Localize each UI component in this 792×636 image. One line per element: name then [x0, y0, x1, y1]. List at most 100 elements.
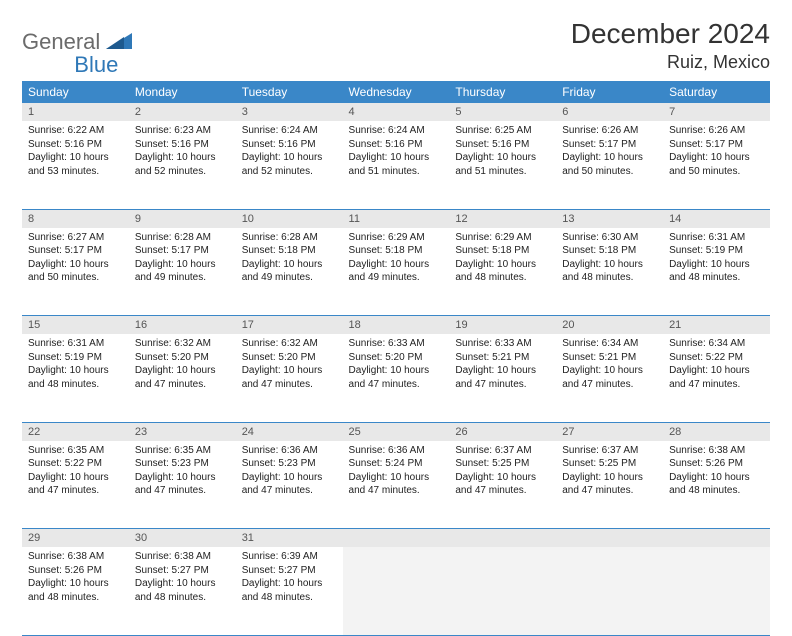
daylight-line: Daylight: 10 hours and 50 minutes.	[28, 258, 123, 285]
sunrise-line: Sunrise: 6:29 AM	[349, 231, 444, 245]
sunset-line: Sunset: 5:18 PM	[562, 244, 657, 258]
day-number: 3	[236, 103, 343, 121]
day-cell-body: Sunrise: 6:35 AMSunset: 5:22 PMDaylight:…	[22, 441, 129, 504]
day-cell-body: Sunrise: 6:28 AMSunset: 5:17 PMDaylight:…	[129, 228, 236, 291]
day-cell-body: Sunrise: 6:26 AMSunset: 5:17 PMDaylight:…	[663, 121, 770, 184]
day-cell: Sunrise: 6:22 AMSunset: 5:16 PMDaylight:…	[22, 121, 129, 209]
sunset-line: Sunset: 5:17 PM	[28, 244, 123, 258]
day-cell-body: Sunrise: 6:33 AMSunset: 5:21 PMDaylight:…	[449, 334, 556, 397]
sunset-line: Sunset: 5:20 PM	[242, 351, 337, 365]
day-cell-body: Sunrise: 6:38 AMSunset: 5:26 PMDaylight:…	[663, 441, 770, 504]
calendar-table: Sunday Monday Tuesday Wednesday Thursday…	[22, 81, 770, 636]
day-cell-body: Sunrise: 6:26 AMSunset: 5:17 PMDaylight:…	[556, 121, 663, 184]
week-row: Sunrise: 6:31 AMSunset: 5:19 PM Daylight:…	[22, 334, 770, 422]
weekday-header-row: Sunday Monday Tuesday Wednesday Thursday…	[22, 81, 770, 103]
daylight-line: Daylight: 10 hours and 52 minutes.	[242, 151, 337, 178]
sunset-line: Sunset: 5:24 PM	[349, 457, 444, 471]
day-cell: Sunrise: 6:36 AMSunset: 5:24 PMDaylight:…	[343, 441, 450, 529]
daylight-line: Daylight: 10 hours and 52 minutes.	[135, 151, 230, 178]
daylight-line: Daylight: 10 hours and 47 minutes.	[455, 364, 550, 391]
day-cell: Sunrise: 6:36 AMSunset: 5:23 PMDaylight:…	[236, 441, 343, 529]
day-cell: Sunrise: 6:24 AMSunset: 5:16 PMDaylight:…	[236, 121, 343, 209]
day-number	[663, 529, 770, 548]
sunrise-line: Sunrise: 6:22 AM	[28, 124, 123, 138]
daylight-line: Daylight: 10 hours and 47 minutes.	[242, 364, 337, 391]
day-cell	[343, 547, 450, 635]
daylight-line: Daylight: 10 hours and 50 minutes.	[669, 151, 764, 178]
sunrise-line: Sunrise: 6:33 AM	[349, 337, 444, 351]
weekday-header: Wednesday	[343, 81, 450, 103]
day-cell: Sunrise: 6:38 AMSunset: 5:27 PMDaylight:…	[129, 547, 236, 635]
day-cell: Sunrise: 6:24 AMSunset: 5:16 PMDaylight:…	[343, 121, 450, 209]
sunrise-line: Sunrise: 6:24 AM	[242, 124, 337, 138]
weekday-header: Sunday	[22, 81, 129, 103]
sunrise-line: Sunrise: 6:24 AM	[349, 124, 444, 138]
weekday-header: Tuesday	[236, 81, 343, 103]
daylight-line: Daylight: 10 hours and 47 minutes.	[562, 471, 657, 498]
sunrise-line: Sunrise: 6:38 AM	[135, 550, 230, 564]
day-number: 13	[556, 209, 663, 228]
daylight-line: Daylight: 10 hours and 48 minutes.	[135, 577, 230, 604]
day-cell: Sunrise: 6:28 AMSunset: 5:18 PMDaylight:…	[236, 228, 343, 316]
daylight-line: Daylight: 10 hours and 49 minutes.	[242, 258, 337, 285]
day-cell-body: Sunrise: 6:33 AMSunset: 5:20 PMDaylight:…	[343, 334, 450, 397]
sunrise-line: Sunrise: 6:39 AM	[242, 550, 337, 564]
sunrise-line: Sunrise: 6:31 AM	[669, 231, 764, 245]
day-cell-body: Sunrise: 6:31 AMSunset: 5:19 PMDaylight:…	[22, 334, 129, 397]
sunset-line: Sunset: 5:16 PM	[455, 138, 550, 152]
day-cell	[556, 547, 663, 635]
day-cell: Sunrise: 6:32 AMSunset: 5:20 PMDaylight:…	[129, 334, 236, 422]
day-cell: Sunrise: 6:33 AMSunset: 5:20 PMDaylight:…	[343, 334, 450, 422]
day-cell: Sunrise: 6:31 AMSunset: 5:19 PMDaylight:…	[663, 228, 770, 316]
daylight-line: Daylight: 10 hours and 49 minutes.	[349, 258, 444, 285]
day-number: 11	[343, 209, 450, 228]
day-number-row: 293031	[22, 529, 770, 548]
week-row: Sunrise: 6:38 AMSunset: 5:26 PMDaylight:…	[22, 547, 770, 635]
sunrise-line: Sunrise: 6:35 AM	[28, 444, 123, 458]
day-cell: Sunrise: 6:26 AMSunset: 5:17 PMDaylight:…	[556, 121, 663, 209]
daylight-line: Daylight: 10 hours and 47 minutes.	[28, 471, 123, 498]
logo: General Blue	[22, 18, 118, 66]
day-number: 7	[663, 103, 770, 121]
day-number: 21	[663, 316, 770, 335]
day-cell: Sunrise: 6:28 AMSunset: 5:17 PMDaylight:…	[129, 228, 236, 316]
day-cell: Sunrise: 6:33 AMSunset: 5:21 PMDaylight:…	[449, 334, 556, 422]
sunset-line: Sunset: 5:22 PM	[669, 351, 764, 365]
day-cell-body: Sunrise: 6:30 AMSunset: 5:18 PMDaylight:…	[556, 228, 663, 291]
day-number: 8	[22, 209, 129, 228]
day-cell-body: Sunrise: 6:25 AMSunset: 5:16 PMDaylight:…	[449, 121, 556, 184]
day-number: 12	[449, 209, 556, 228]
day-number: 27	[556, 422, 663, 441]
day-cell: Sunrise: 6:27 AMSunset: 5:17 PMDaylight:…	[22, 228, 129, 316]
day-cell: Sunrise: 6:37 AMSunset: 5:25 PMDaylight:…	[449, 441, 556, 529]
daylight-line: Daylight: 10 hours and 50 minutes.	[562, 151, 657, 178]
day-cell-body: Sunrise: 6:35 AMSunset: 5:23 PMDaylight:…	[129, 441, 236, 504]
day-cell-body: Sunrise: 6:24 AMSunset: 5:16 PMDaylight:…	[236, 121, 343, 184]
day-cell: Sunrise: 6:30 AMSunset: 5:18 PMDaylight:…	[556, 228, 663, 316]
daylight-line: Daylight: 10 hours and 48 minutes.	[455, 258, 550, 285]
day-cell-body: Sunrise: 6:31 AMSunset: 5:19 PMDaylight:…	[663, 228, 770, 291]
day-number: 16	[129, 316, 236, 335]
sunset-line: Sunset: 5:21 PM	[455, 351, 550, 365]
sunrise-line: Sunrise: 6:25 AM	[455, 124, 550, 138]
sunset-line: Sunset: 5:16 PM	[349, 138, 444, 152]
sunset-line: Sunset: 5:25 PM	[455, 457, 550, 471]
day-number: 20	[556, 316, 663, 335]
sunrise-line: Sunrise: 6:36 AM	[242, 444, 337, 458]
day-number: 5	[449, 103, 556, 121]
day-cell: Sunrise: 6:35 AMSunset: 5:22 PMDaylight:…	[22, 441, 129, 529]
day-cell-body: Sunrise: 6:32 AMSunset: 5:20 PMDaylight:…	[129, 334, 236, 397]
month-title: December 2024	[571, 18, 770, 50]
sunset-line: Sunset: 5:19 PM	[28, 351, 123, 365]
day-cell: Sunrise: 6:25 AMSunset: 5:16 PMDaylight:…	[449, 121, 556, 209]
sunset-line: Sunset: 5:18 PM	[349, 244, 444, 258]
sunrise-line: Sunrise: 6:31 AM	[28, 337, 123, 351]
sunset-line: Sunset: 5:16 PM	[242, 138, 337, 152]
header: General Blue December 2024 Ruiz, Mexico	[22, 18, 770, 73]
location: Ruiz, Mexico	[571, 52, 770, 73]
day-cell: Sunrise: 6:29 AMSunset: 5:18 PMDaylight:…	[343, 228, 450, 316]
day-number-row: 15161718192021	[22, 316, 770, 335]
day-number-row: 1234567	[22, 103, 770, 121]
day-cell: Sunrise: 6:32 AMSunset: 5:20 PMDaylight:…	[236, 334, 343, 422]
weekday-header: Thursday	[449, 81, 556, 103]
